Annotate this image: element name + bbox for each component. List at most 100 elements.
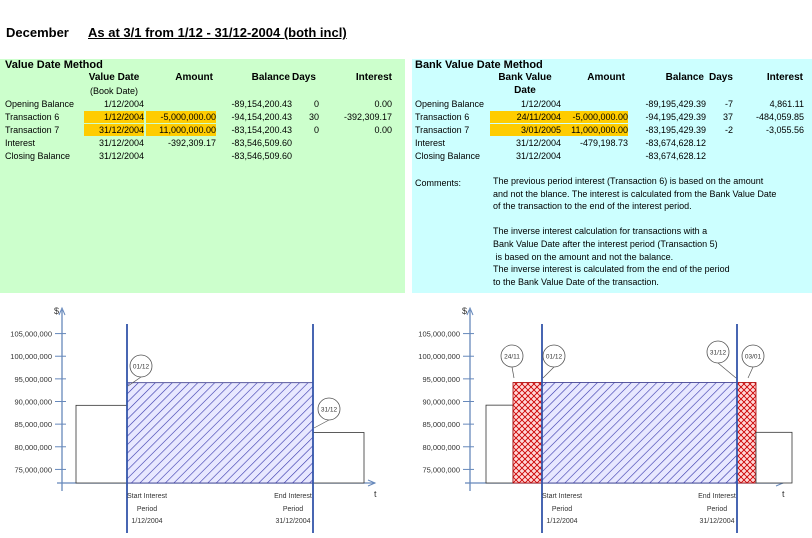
row-balance: -83,546,509.60 [231,138,292,148]
date-bubble [317,397,341,421]
row-date: 3/01/2005 [490,124,561,136]
callout-pointer [717,362,737,379]
row-interest [320,150,392,162]
y-tick-label: 80,000,000 [14,443,52,452]
callout-pointer [313,419,330,429]
row-date: 31/12/2004 [515,151,561,161]
row-balance: -83,674,628.12 [645,151,706,161]
row-balance: -83,674,628.12 [645,138,706,148]
row-date: 31/12/2004 [98,151,144,161]
row-date: 1/12/2004 [103,99,144,109]
date-bubble [706,340,730,364]
row-label: Closing Balance [415,151,481,161]
row-label: Interest [415,138,446,148]
col-header-days: Days [709,72,733,83]
row-interest: -3,055.56 [765,125,804,135]
col-header-balance: Balance [251,72,290,83]
col-header-days: Days [292,72,316,83]
panel-title: Bank Value Date Method [415,59,543,71]
y-tick-label: 85,000,000 [14,420,52,429]
row-label: Transaction 6 [415,112,470,122]
date-bubble-label: 31/12 [710,350,727,357]
chart-bar [541,382,738,484]
y-tick-label: 95,000,000 [422,375,460,384]
date-bubble [129,354,153,378]
chart-bar [75,404,128,484]
callout-pointer [542,366,555,379]
page-subtitle: As at 3/1 from 1/12 - 31/12-2004 (both i… [88,25,347,40]
row-days: 37 [722,112,733,122]
chart-bar [485,404,514,484]
date-bubble [741,344,765,368]
chart-bar [736,382,757,484]
col-header-interest: Interest [766,72,803,83]
date-bubble-label: 01/12 [133,364,150,371]
row-amount [561,98,628,110]
row-amount [146,150,216,162]
row-label: Closing Balance [5,151,71,161]
row-days [295,150,319,162]
row-balance: -89,154,200.43 [231,99,292,109]
row-days: 0 [313,99,319,109]
y-tick-label: 105,000,000 [10,330,52,339]
col-header-value-date: Value Date [88,72,140,83]
start-interest-label: Start Interest [542,493,582,500]
row-interest: 4,861.11 [769,99,804,109]
row-label: Transaction 7 [5,125,60,135]
row-date: 31/12/2004 [515,138,561,148]
chart-bar [512,382,543,484]
row-amount: -392,309.17 [167,138,216,148]
row-interest: 0.00 [374,125,392,135]
date-bubble-label: 01/12 [546,354,563,361]
date-bubble [500,344,524,368]
x-axis-label: t [782,489,785,499]
value-date-chart: 105,000,000 100,000,000 95,000,000 90,000,0… [10,306,377,533]
col-header-value-date-sub: (Book Date) [89,86,139,96]
col-header-amount: Amount [587,72,625,83]
row-amount: 11,000,000.00 [561,124,628,136]
start-date-label: 1/12/2004 [546,518,577,525]
y-tick-label: 80,000,000 [422,443,460,452]
date-bubble-label: 31/12 [321,407,338,414]
row-days: 0 [313,125,319,135]
col-header-amount: Amount [175,72,213,83]
row-date: 1/12/2004 [84,111,144,123]
end-period-label: Period [283,506,303,513]
y-tick-label: 105,000,000 [418,330,460,339]
row-label: Interest [5,138,36,148]
chart-bar [755,431,793,484]
chart-bar [312,432,365,484]
row-days [709,137,733,149]
y-tick-label: 95,000,000 [14,375,52,384]
y-tick-label: 75,000,000 [14,465,52,474]
y-axis-label: $ [462,306,467,316]
panel-title: Value Date Method [5,59,103,71]
row-balance: -83,546,509.60 [231,151,292,161]
y-axis-label: $ [54,306,59,316]
y-tick-label: 100,000,000 [10,352,52,361]
comments-label: Comments: [415,178,462,188]
end-interest-label: End Interest [698,493,736,500]
row-interest: -392,309.17 [343,112,392,122]
col-header-balance: Balance [665,72,704,83]
row-date: 31/12/2004 [84,124,144,136]
row-balance: -94,154,200.43 [231,112,292,122]
callout-pointer [747,366,754,379]
y-tick-label: 90,000,000 [14,398,52,407]
row-amount: -5,000,000.00 [146,111,216,123]
y-tick-label: 90,000,000 [422,398,460,407]
y-tick-label: 75,000,000 [422,465,460,474]
value-date-method-panel: Value Date Method Value Date (Book Date)… [0,59,405,293]
row-interest [732,137,804,149]
start-interest-label: Start Interest [127,493,167,500]
row-label: Transaction 7 [415,125,470,135]
row-interest: 0.00 [374,99,392,109]
x-axis-arrow [367,479,377,487]
end-period-label: Period [707,506,727,513]
row-balance: -89,195,429.39 [645,99,706,109]
row-days [295,137,319,149]
bank-value-date-method-panel: Bank Value Date Method Bank Value Date A… [412,59,812,293]
date-bubble [542,344,566,368]
row-label: Opening Balance [415,99,485,109]
y-tick-label: 85,000,000 [422,420,460,429]
